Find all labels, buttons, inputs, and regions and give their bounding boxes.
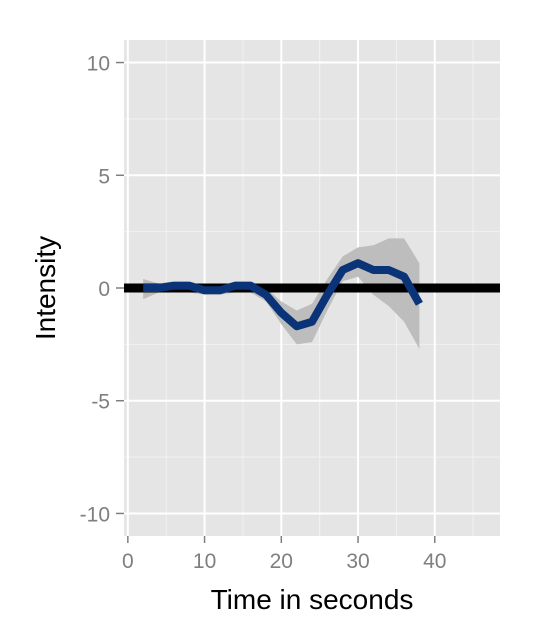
y-tick-label: 0 [98,278,110,301]
x-axis-title: Time in seconds [211,584,414,615]
x-tick-label: 20 [270,550,293,573]
y-axis-title: Intensity [30,236,61,340]
x-tick-label: 10 [193,550,216,573]
x-tick-label: 0 [122,550,134,573]
y-tick-label: 5 [98,165,110,188]
x-tick-label: 40 [423,550,446,573]
x-tick-label: 30 [346,550,369,573]
y-tick-label: -10 [80,503,110,526]
x-axis-ticks: 0 10 20 30 40 [122,536,446,573]
y-axis-ticks: -10 -5 0 5 10 [80,53,124,526]
y-tick-label: 10 [87,53,110,76]
series-line [143,259,423,331]
y-tick-label: -5 [91,391,110,414]
